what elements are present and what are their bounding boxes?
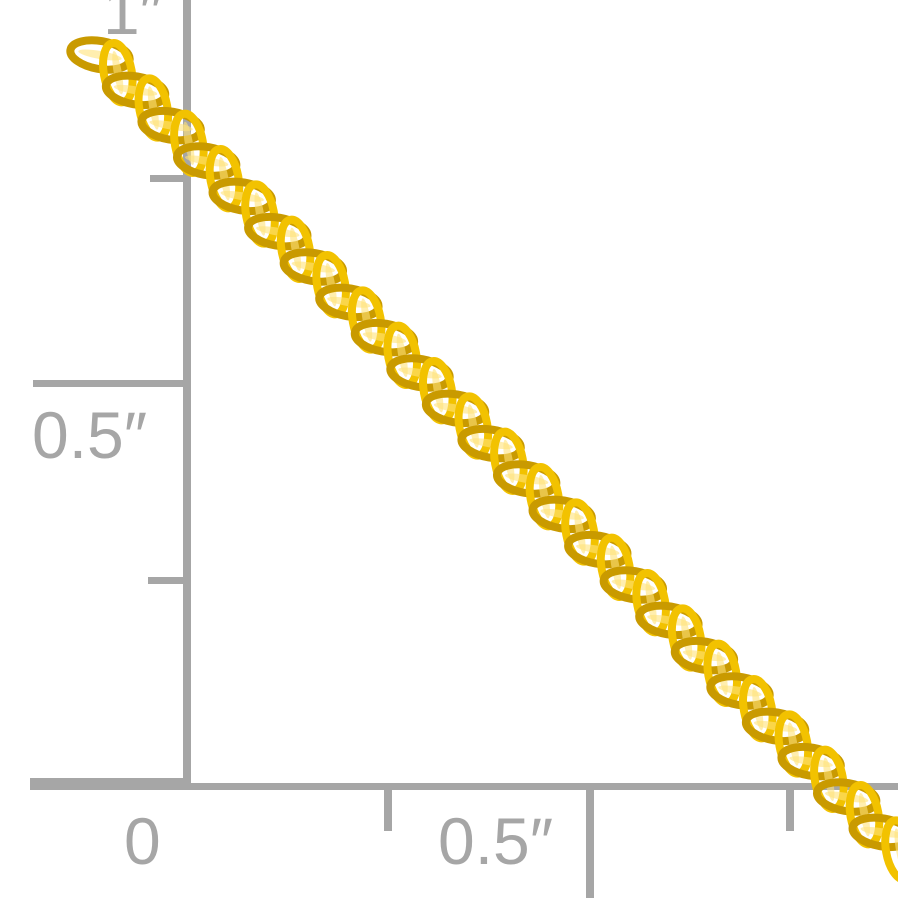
label-1-inch: 1″ — [103, 0, 164, 48]
ruler-tick-h-half — [586, 783, 594, 898]
chain-link — [848, 813, 898, 852]
chain-link-highlight — [894, 828, 898, 872]
ruler-baseline-thick — [30, 778, 191, 790]
ruler-vertical-line — [183, 0, 191, 790]
ruler-tick-v1 — [150, 175, 190, 182]
ruler-tick-v3 — [148, 577, 190, 584]
ruler-tick-h3 — [786, 783, 794, 831]
ruler-tick-h1 — [384, 783, 392, 831]
label-half-inch-vertical: 0.5″ — [32, 398, 148, 472]
label-half-inch-horizontal: 0.5″ — [438, 804, 554, 878]
chain-link — [881, 816, 898, 884]
label-zero: 0 — [124, 804, 161, 878]
ruler-horizontal-line — [183, 783, 898, 790]
ruler-tick-v-half — [33, 380, 190, 387]
